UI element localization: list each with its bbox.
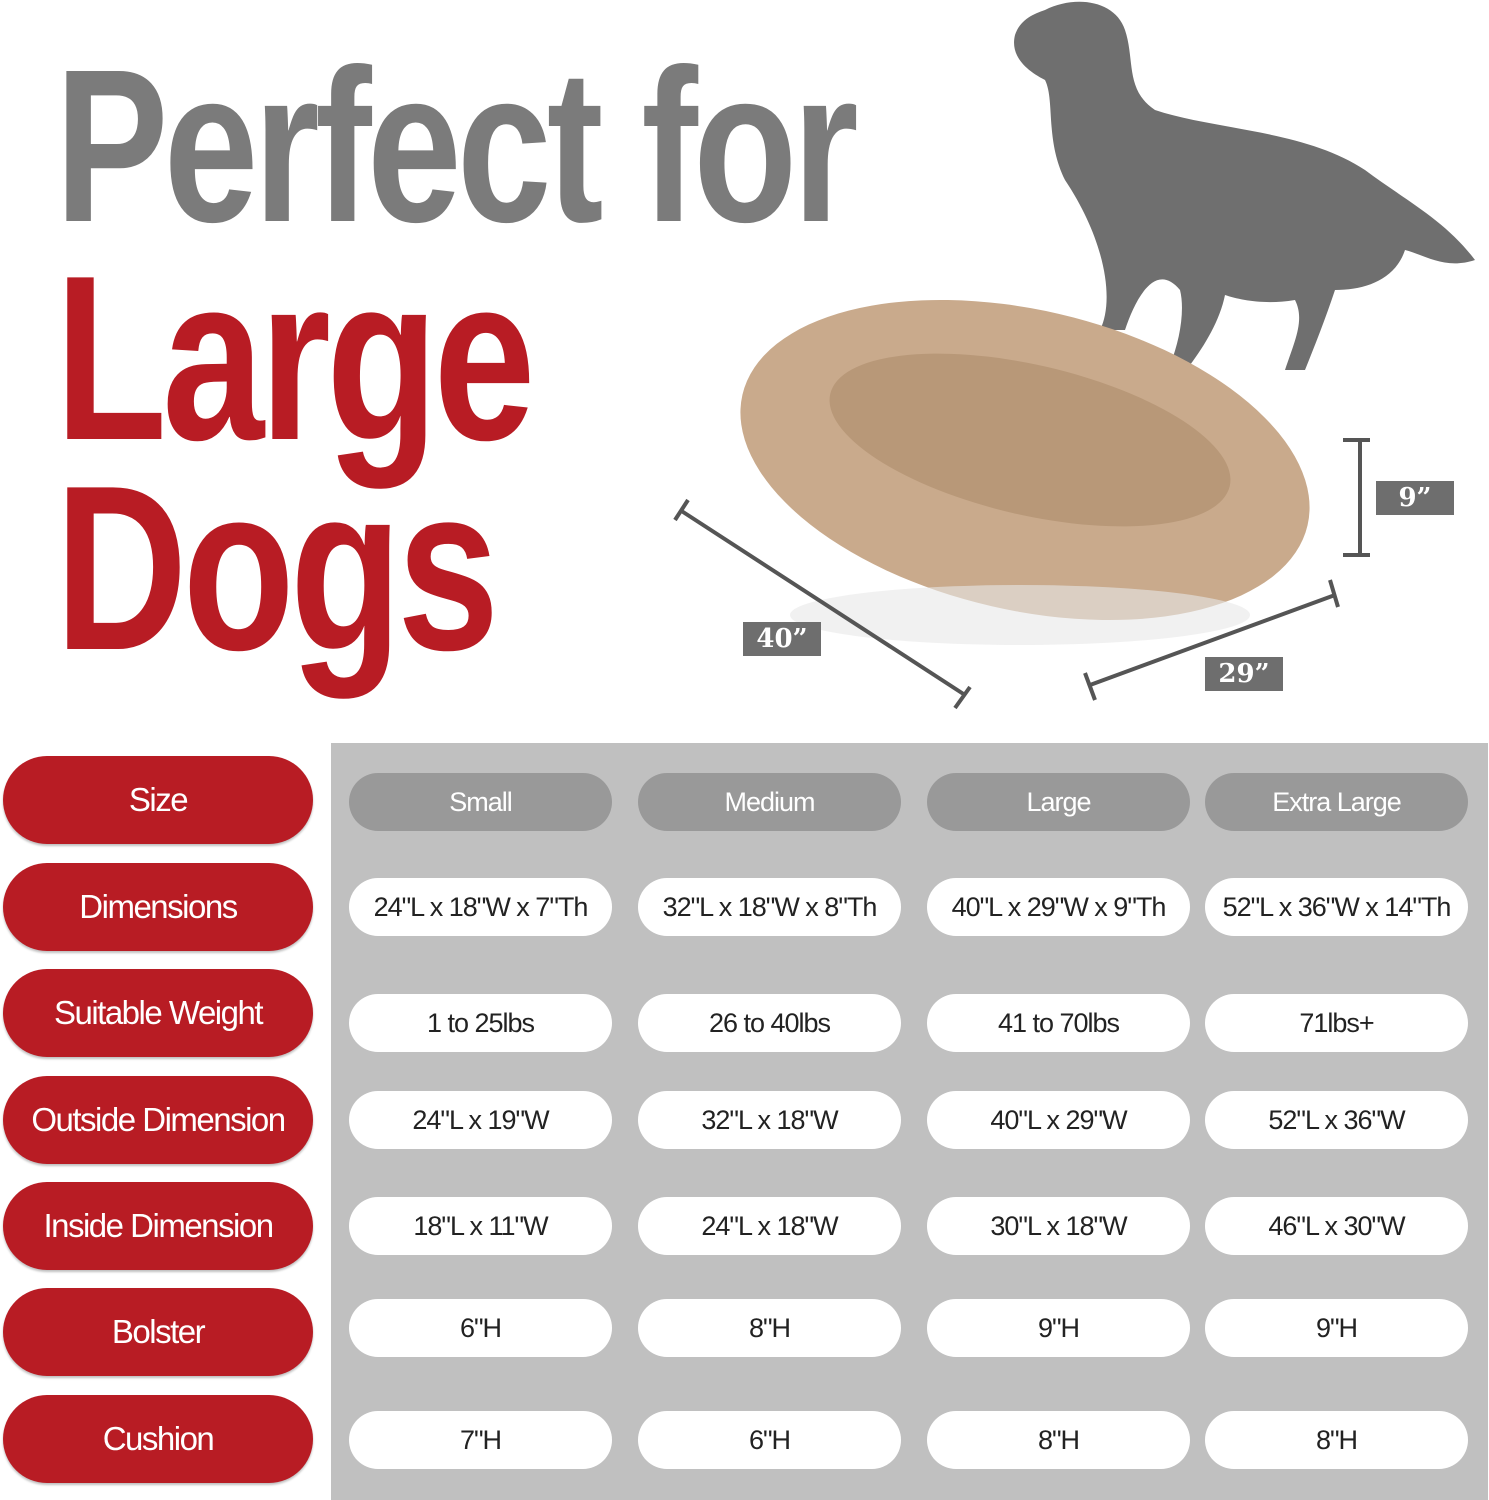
table-cell: 8"H <box>927 1411 1190 1469</box>
table-cell: 52"L x 36"W <box>1205 1091 1468 1149</box>
table-cell: 24"L x 18"W <box>638 1197 901 1255</box>
table-cell: 41 to 70lbs <box>927 994 1190 1052</box>
headline-large: Large <box>55 226 535 489</box>
table-cell: 52"L x 36"W x 14"Th <box>1205 878 1468 936</box>
height-dimension-tag: 9” <box>1376 481 1454 515</box>
length-dimension-tag: 40” <box>743 622 821 656</box>
row-label-suitable-weight: Suitable Weight <box>3 969 313 1057</box>
table-cell: 32"L x 18"W <box>638 1091 901 1149</box>
table-cell: 24"L x 19"W <box>349 1091 612 1149</box>
dog-silhouette-image <box>1014 1 1475 370</box>
table-cell: 30"L x 18"W <box>927 1197 1190 1255</box>
row-label-dimensions: Dimensions <box>3 863 313 951</box>
headline-dogs: Dogs <box>55 436 499 699</box>
table-cell: 24"L x 18"W x 7"Th <box>349 878 612 936</box>
table-cell: 46"L x 30"W <box>1205 1197 1468 1255</box>
table-cell: 8"H <box>638 1299 901 1357</box>
table-cell: 7"H <box>349 1411 612 1469</box>
table-cell: 40"L x 29"W <box>927 1091 1190 1149</box>
width-dimension-tag: 29” <box>1205 657 1283 691</box>
headline-perfect-for: Perfect for <box>55 25 859 268</box>
table-cell: 6"H <box>349 1299 612 1357</box>
row-label-bolster: Bolster <box>3 1288 313 1376</box>
table-cell: 32"L x 18"W x 8"Th <box>638 878 901 936</box>
column-header: Large <box>927 773 1190 831</box>
table-cell: 26 to 40lbs <box>638 994 901 1052</box>
column-header: Medium <box>638 773 901 831</box>
table-cell: 9"H <box>927 1299 1190 1357</box>
table-cell: 40"L x 29"W x 9"Th <box>927 878 1190 936</box>
table-cell: 18"L x 11"W <box>349 1197 612 1255</box>
table-cell: 71lbs+ <box>1205 994 1468 1052</box>
row-label-outside-dimension: Outside Dimension <box>3 1076 313 1164</box>
column-header: Extra Large <box>1205 773 1468 831</box>
dog-bed-image <box>673 299 1370 710</box>
table-cell: 1 to 25lbs <box>349 994 612 1052</box>
table-cell: 8"H <box>1205 1411 1468 1469</box>
row-label-size: Size <box>3 756 313 844</box>
table-cell: 6"H <box>638 1411 901 1469</box>
column-header: Small <box>349 773 612 831</box>
row-label-cushion: Cushion <box>3 1395 313 1483</box>
row-label-inside-dimension: Inside Dimension <box>3 1182 313 1270</box>
table-cell: 9"H <box>1205 1299 1468 1357</box>
